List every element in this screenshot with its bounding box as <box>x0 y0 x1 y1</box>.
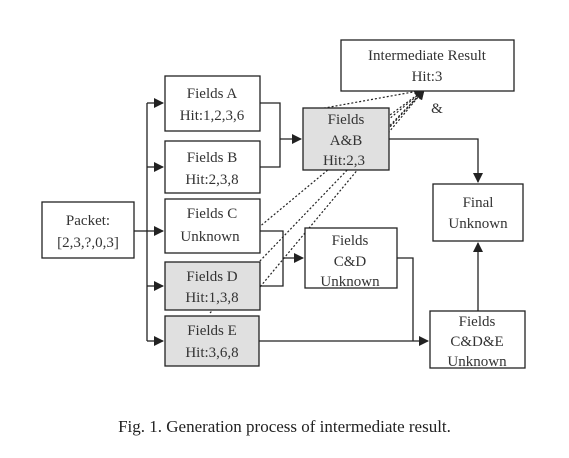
fields-cd-name: C&D <box>334 254 367 270</box>
arrow-ab-to-final <box>389 138 483 183</box>
packet-box: Packet: [2,3,?,0,3] <box>41 201 135 259</box>
fields-a-box: Fields A Hit:1,2,3,6 <box>164 75 261 132</box>
fields-d-to-cd-line <box>260 258 284 287</box>
fields-cd-status: Unknown <box>320 274 380 290</box>
fields-a-hit: Hit:1,2,3,6 <box>180 108 245 124</box>
and-symbol: & <box>431 101 443 117</box>
dotted-d-to-result <box>249 89 425 300</box>
fields-d-box: Fields D Hit:1,3,8 <box>164 261 261 311</box>
final-status: Unknown <box>448 216 508 232</box>
fields-cde-label: Fields <box>459 314 496 330</box>
intermediate-result-box: Intermediate Result Hit:3 <box>340 39 515 92</box>
fields-e-label: Fields E <box>187 323 237 339</box>
fields-c-status: Unknown <box>180 229 240 245</box>
intermediate-result-hit: Hit:3 <box>412 69 443 85</box>
fields-e-hit: Hit:3,6,8 <box>185 345 238 361</box>
fields-cde-name: C&D&E <box>450 334 503 350</box>
fields-cde-status: Unknown <box>447 354 507 370</box>
fields-cd-box: Fields C&D Unknown <box>304 227 398 290</box>
intermediate-result-label: Intermediate Result <box>368 48 487 64</box>
fields-a-to-ab-line <box>260 102 281 139</box>
final-box: Final Unknown <box>432 183 524 242</box>
solid-connectors <box>134 98 483 346</box>
final-label: Final <box>463 195 494 211</box>
fields-b-to-ab-line <box>260 139 281 168</box>
diagram: Packet: [2,3,?,0,3] Fields A Hit:1,2,3,6… <box>41 39 526 370</box>
fields-cde-box: Fields C&D&E Unknown <box>429 310 526 370</box>
fields-ab-name: A&B <box>330 133 363 149</box>
packet-label: Packet: <box>66 213 110 229</box>
packet-value: [2,3,?,0,3] <box>57 235 119 251</box>
fields-cd-to-cde-line <box>397 257 414 341</box>
fields-b-box: Fields B Hit:2,3,8 <box>164 140 261 194</box>
fields-ab-label: Fields <box>328 112 365 128</box>
fields-c-label: Fields C <box>187 206 237 222</box>
fields-d-label: Fields D <box>186 269 237 285</box>
fields-ab-hit: Hit:2,3 <box>323 153 365 169</box>
fields-a-label: Fields A <box>187 86 238 102</box>
fields-b-label: Fields B <box>187 150 237 166</box>
fields-d-hit: Hit:1,3,8 <box>185 290 238 306</box>
fields-e-box: Fields E Hit:3,6,8 <box>164 315 260 367</box>
fields-b-hit: Hit:2,3,8 <box>185 172 238 188</box>
fields-c-to-cd-line <box>260 230 284 258</box>
fields-cd-label: Fields <box>332 233 369 249</box>
fields-c-box: Fields C Unknown <box>164 198 261 254</box>
figure-caption: Fig. 1. Generation process of intermedia… <box>118 417 451 436</box>
fields-ab-box: Fields A&B Hit:2,3 <box>302 107 390 171</box>
